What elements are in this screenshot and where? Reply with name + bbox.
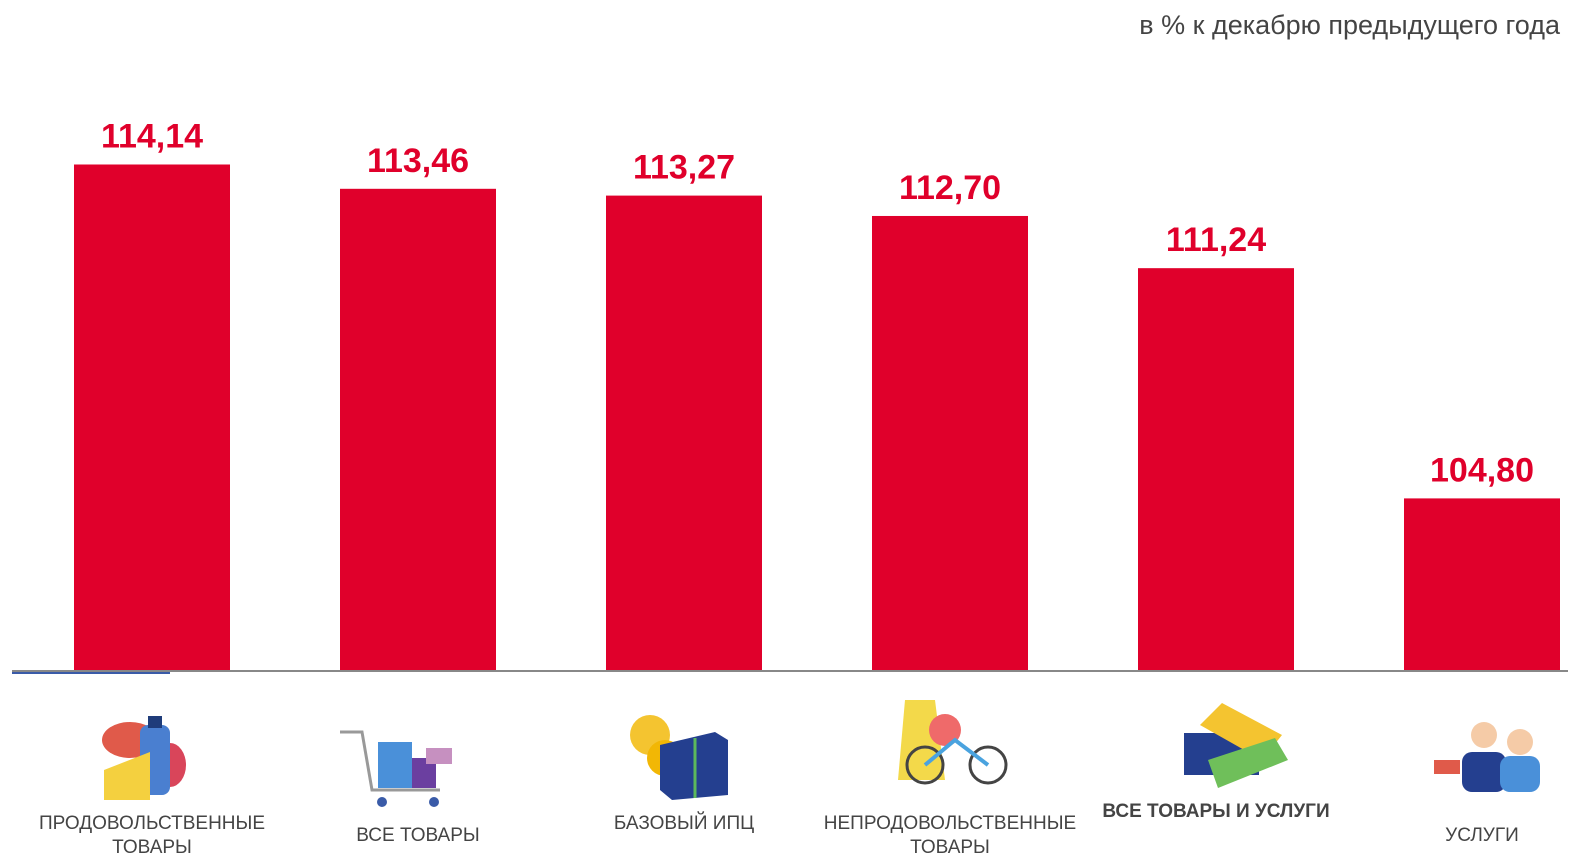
- category-label: ВСЕ ТОВАРЫ И УСЛУГИ: [1085, 800, 1347, 824]
- category-label: ВСЕ ТОВАРЫ: [287, 824, 549, 848]
- category-label: ПРОДОВОЛЬСТВЕННЫЕ ТОВАРЫ: [21, 812, 283, 860]
- value-label: 114,14: [101, 117, 203, 155]
- bar: [340, 189, 496, 670]
- chart-subtitle: в % к декабрю предыдущего года: [1139, 10, 1561, 40]
- category-label: НЕПРОДОВОЛЬСТВЕННЫЕ ТОВАРЫ: [819, 812, 1081, 860]
- bar: [606, 196, 762, 670]
- value-label: 112,70: [899, 169, 1001, 207]
- icon-nonfood: [898, 700, 1006, 783]
- value-label: 104,80: [1430, 451, 1534, 489]
- chart: в % к декабрю предыдущего года: [0, 0, 1578, 863]
- bar: [1138, 268, 1294, 670]
- icon-all: [1184, 703, 1288, 788]
- page: {"chart_data": {"type": "bar", "subtitle…: [0, 0, 1578, 863]
- category-label: УСЛУГИ: [1351, 824, 1578, 848]
- value-label: 113,46: [367, 142, 469, 180]
- value-label: 113,27: [633, 149, 735, 187]
- icon-services: [1434, 722, 1540, 792]
- icon-cart: [340, 732, 452, 807]
- bar: [74, 164, 230, 670]
- icon-food: [102, 716, 186, 800]
- value-label: 111,24: [1166, 221, 1266, 259]
- icon-core: [630, 715, 728, 800]
- bar: [872, 216, 1028, 670]
- bar: [1404, 498, 1560, 670]
- category-label: БАЗОВЫЙ ИПЦ: [553, 812, 815, 836]
